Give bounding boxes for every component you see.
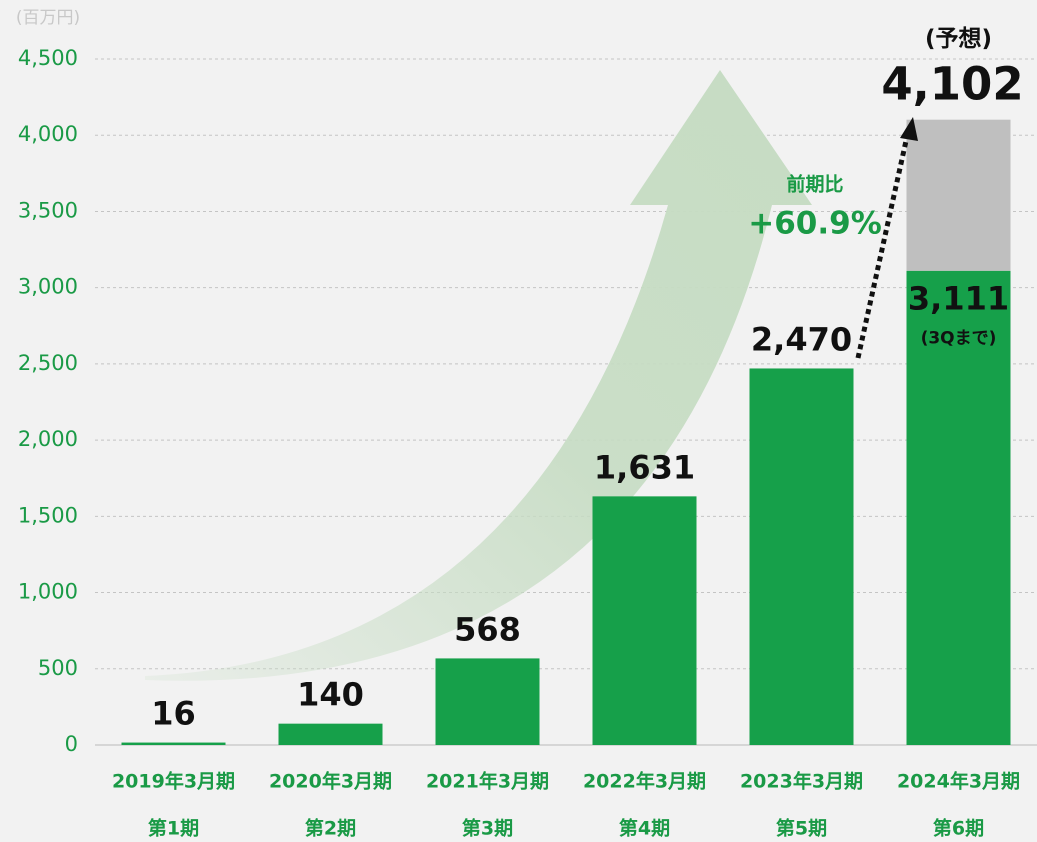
- bar: [592, 496, 697, 745]
- annotation-label: 前期比: [786, 173, 843, 196]
- annotation-value: +60.9%: [748, 206, 882, 242]
- x-tick-label: 2021年3月期: [426, 770, 549, 793]
- bar: [749, 368, 854, 745]
- y-tick-label: 1,000: [18, 580, 78, 604]
- x-tick-label: 2020年3月期: [269, 770, 392, 793]
- x-period-label: 第1期: [148, 817, 199, 840]
- value-label: 2,470: [751, 320, 852, 358]
- y-tick-label: 4,000: [18, 122, 78, 146]
- value-label: 568: [454, 610, 521, 648]
- x-tick-label: 2022年3月期: [583, 770, 706, 793]
- forecast-arrow: [855, 131, 911, 359]
- value-label: 1,631: [594, 448, 695, 486]
- bar: [121, 742, 226, 745]
- bar: [435, 658, 540, 745]
- y-tick-label: 4,500: [18, 46, 78, 70]
- growth-arrow: [145, 70, 812, 681]
- y-tick-label: 500: [38, 656, 78, 680]
- y-tick-label: 2,500: [18, 351, 78, 375]
- unit-label: (百万円): [16, 8, 80, 28]
- x-period-label: 第6期: [933, 817, 984, 840]
- forecast-arrow-head: [900, 117, 918, 141]
- y-tick-label: 0: [65, 732, 78, 756]
- value-label: 16: [151, 695, 196, 733]
- y-tick-label: 3,500: [18, 198, 78, 222]
- value-label: 140: [297, 676, 364, 714]
- x-tick-label: 2024年3月期: [897, 770, 1020, 793]
- forecast-bar: [906, 119, 1011, 271]
- y-tick-label: 3,000: [18, 275, 78, 299]
- value-label: 3,111: [908, 280, 1009, 318]
- x-period-label: 第5期: [776, 817, 827, 840]
- bar: [278, 723, 383, 745]
- x-period-label: 第2期: [305, 817, 356, 840]
- forecast-value-label: 4,102: [881, 58, 1023, 111]
- value-note: (3Qまで): [921, 329, 997, 349]
- x-tick-label: 2023年3月期: [740, 770, 863, 793]
- y-tick-label: 2,000: [18, 427, 78, 451]
- y-tick-label: 1,500: [18, 503, 78, 527]
- x-tick-label: 2019年3月期: [112, 770, 235, 793]
- forecast-label: (予想): [925, 26, 992, 52]
- x-period-label: 第4期: [619, 817, 670, 840]
- bar: [906, 270, 1011, 745]
- x-period-label: 第3期: [462, 817, 513, 840]
